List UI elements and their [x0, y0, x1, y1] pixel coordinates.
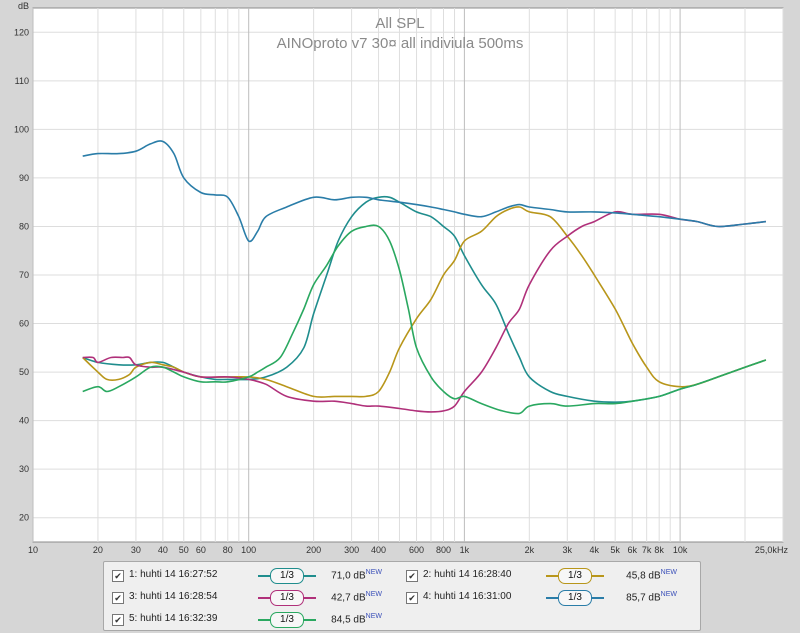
y-tick-label: 120 [14, 27, 29, 37]
chart-subtitle: AINOproto v7 30¤ all indiviula 500ms [277, 35, 524, 52]
x-tick-label: 25,0k [755, 545, 778, 555]
series-1-smoothing-label: 1/3 [280, 570, 294, 581]
series-4-level: 85,7 dBNEW [597, 591, 677, 603]
series-4-checkbox[interactable]: ✔ [406, 592, 418, 604]
chart-title: All SPL [375, 15, 424, 32]
series-4-level-value: 85,7 dB [626, 592, 661, 604]
x-tick-label: 300 [344, 545, 359, 555]
series-5-smoothing-button[interactable]: 1/3 [258, 612, 316, 628]
x-tick-label: 7k [642, 545, 652, 555]
series-5-checkbox[interactable]: ✔ [112, 614, 124, 626]
x-tick-label: 60 [196, 545, 206, 555]
series-3-new-badge: NEW [365, 591, 382, 598]
x-tick-label: 800 [436, 545, 451, 555]
grid [32, 8, 784, 542]
series-2-level: 45,8 dBNEW [597, 569, 677, 581]
series-5-level-value: 84,5 dB [331, 614, 366, 626]
series-5-smoothing-label: 1/3 [280, 614, 294, 625]
y-tick-label: 20 [19, 513, 29, 523]
legend-entry-3[interactable]: ✔ 3: huhti 14 16:28:54 1/3 42,7 dBNEW [112, 590, 402, 608]
x-tick-label: 10 [28, 545, 38, 555]
series-2-checkbox[interactable]: ✔ [406, 570, 418, 582]
y-tick-label: 80 [19, 221, 29, 231]
series-3-label: 3: huhti 14 16:28:54 [129, 591, 218, 602]
series-2-new-badge: NEW [660, 569, 677, 576]
legend-entry-4[interactable]: ✔ 4: huhti 14 16:31:00 1/3 85,7 dBNEW [406, 590, 696, 608]
y-tick-label: 60 [19, 319, 29, 329]
series-3-smoothing-label: 1/3 [280, 592, 294, 603]
spl-chart: 20 30 40 50 60 70 80 90 100 110 120 10 20 30 40 50 60 80 1… [14, 1, 789, 555]
x-axis-unit-label: Hz [777, 545, 788, 555]
x-tick-label: 80 [223, 545, 233, 555]
series-4-smoothing-label: 1/3 [568, 592, 582, 603]
y-tick-label: 100 [14, 124, 29, 134]
x-tick-label: 10k [673, 545, 688, 555]
series-3-checkbox[interactable]: ✔ [112, 592, 124, 604]
series-2-level-value: 45,8 dB [626, 570, 661, 582]
y-tick-label: 90 [19, 173, 29, 183]
series-5-label: 5: huhti 14 16:32:39 [129, 613, 218, 624]
x-tick-label: 1k [460, 545, 470, 555]
x-tick-label: 4k [589, 545, 599, 555]
legend-entry-5[interactable]: ✔ 5: huhti 14 16:32:39 1/3 84,5 dBNEW [112, 612, 402, 630]
x-tick-label: 5k [610, 545, 620, 555]
series-5-new-badge: NEW [365, 613, 382, 620]
x-tick-label: 50 [179, 545, 189, 555]
series-4-smoothing-button[interactable]: 1/3 [546, 590, 604, 606]
y-tick-label: 50 [19, 367, 29, 377]
y-tick-label: 40 [19, 416, 29, 426]
series-3-level-value: 42,7 dB [331, 592, 366, 604]
x-tick-label: 400 [371, 545, 386, 555]
series-2-label: 2: huhti 14 16:28:40 [423, 569, 512, 580]
series-1-level-value: 71,0 dB [331, 570, 366, 582]
x-tick-label: 20 [93, 545, 103, 555]
series-4-new-badge: NEW [660, 591, 677, 598]
x-tick-label: 8k [654, 545, 664, 555]
y-axis-unit-label: dB [18, 1, 29, 11]
x-tick-label: 3k [563, 545, 573, 555]
x-tick-label: 200 [306, 545, 321, 555]
x-tick-label: 6k [627, 545, 637, 555]
x-tick-label: 600 [409, 545, 424, 555]
series-1-smoothing-button[interactable]: 1/3 [258, 568, 316, 584]
y-tick-label: 70 [19, 270, 29, 280]
series-3-smoothing-button[interactable]: 1/3 [258, 590, 316, 606]
x-tick-label: 40 [158, 545, 168, 555]
x-tick-label: 30 [131, 545, 141, 555]
x-tick-label: 2k [525, 545, 535, 555]
series-5-level: 84,5 dBNEW [302, 613, 382, 625]
series-1-checkbox[interactable]: ✔ [112, 570, 124, 582]
legend-entry-1[interactable]: ✔ 1: huhti 14 16:27:52 1/3 71,0 dBNEW [112, 568, 402, 586]
series-1-new-badge: NEW [365, 569, 382, 576]
series-2-smoothing-label: 1/3 [568, 570, 582, 581]
y-tick-label: 30 [19, 464, 29, 474]
tick-labels: 20 30 40 50 60 70 80 90 100 110 120 10 20 30 40 50 60 80 1… [14, 27, 777, 555]
series-3-level: 42,7 dBNEW [302, 591, 382, 603]
legend-panel: ✔ 1: huhti 14 16:27:52 1/3 71,0 dBNEW ✔ … [103, 561, 701, 631]
series-4-label: 4: huhti 14 16:31:00 [423, 591, 512, 602]
y-tick-label: 110 [15, 76, 29, 86]
x-tick-label: 100 [241, 545, 256, 555]
series-line-5 [82, 224, 767, 415]
legend-entry-2[interactable]: ✔ 2: huhti 14 16:28:40 1/3 45,8 dBNEW [406, 568, 696, 586]
series-line-2 [82, 206, 767, 398]
series-lines [82, 140, 767, 415]
series-1-label: 1: huhti 14 16:27:52 [129, 569, 218, 580]
series-line-4 [82, 140, 766, 243]
series-2-smoothing-button[interactable]: 1/3 [546, 568, 604, 584]
series-1-level: 71,0 dBNEW [302, 569, 382, 581]
